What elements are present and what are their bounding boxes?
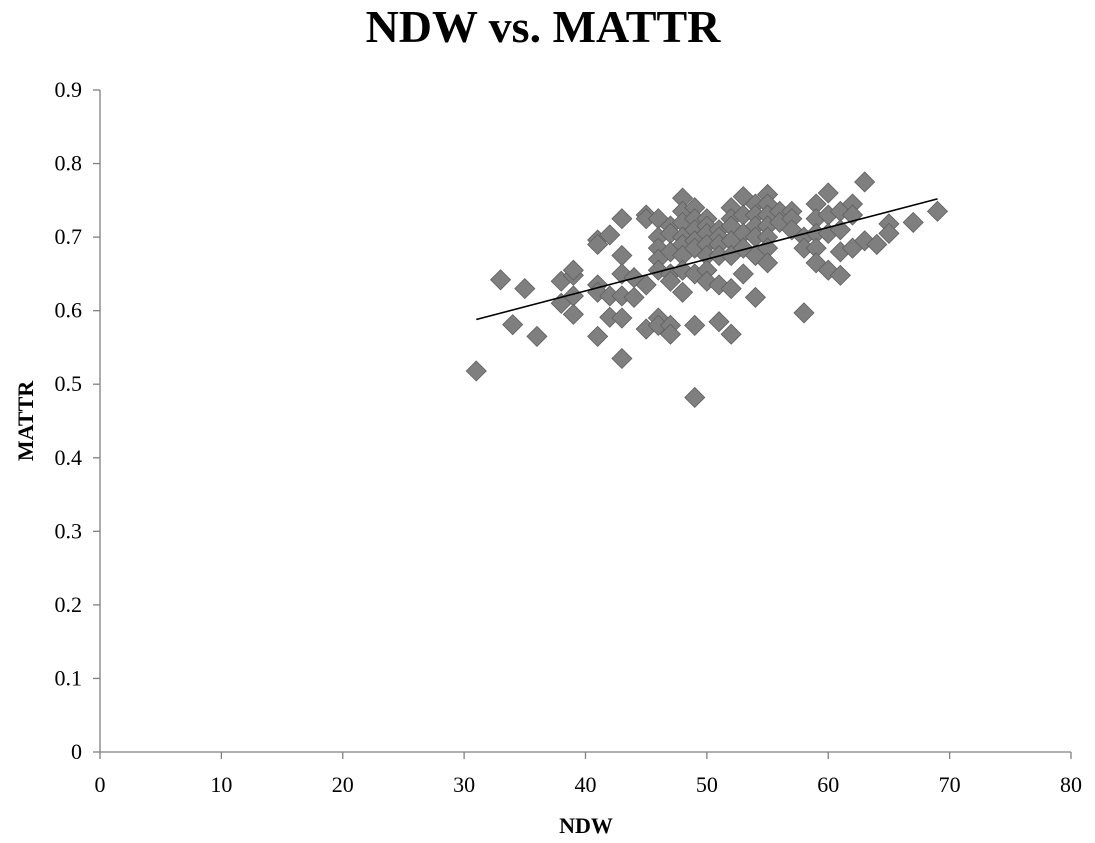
x-tick-label: 40 (575, 772, 597, 797)
data-point (684, 386, 706, 409)
data-points (465, 171, 949, 409)
data-point (854, 171, 876, 193)
data-point (562, 259, 584, 281)
data-point (514, 278, 536, 300)
x-axis-ticks: 0 10 20 30 40 50 60 70 80 (95, 752, 1082, 797)
data-point (611, 244, 633, 267)
y-tick-label: 0.6 (55, 298, 83, 323)
y-tick-label: 0.7 (55, 224, 83, 249)
x-axis-title: NDW (559, 813, 613, 838)
data-point (684, 314, 706, 336)
data-point (659, 270, 682, 292)
y-tick-label: 0.9 (55, 77, 83, 102)
data-point (926, 200, 949, 222)
x-tick-label: 20 (332, 772, 354, 797)
data-point (781, 219, 803, 241)
data-point (659, 323, 682, 345)
data-point (793, 302, 815, 324)
x-tick-label: 60 (817, 772, 839, 797)
y-tick-label: 0.4 (55, 445, 83, 470)
data-point (708, 311, 730, 333)
x-tick-label: 10 (210, 772, 232, 797)
y-axis-ticks: 0 0.1 0.2 0.3 0.4 0.5 0.6 0.7 0.8 0.9 (55, 77, 100, 764)
data-point (720, 323, 742, 345)
y-tick-label: 0.8 (55, 151, 83, 176)
trendline (476, 198, 938, 321)
x-tick-label: 0 (95, 772, 106, 797)
data-point (623, 286, 645, 308)
y-tick-label: 0 (71, 739, 82, 764)
chart-title: NDW vs. MATTR (366, 1, 722, 52)
data-point (878, 222, 900, 244)
data-point (866, 233, 888, 256)
data-point (720, 278, 742, 300)
y-tick-label: 0.5 (55, 371, 83, 396)
data-point (829, 264, 851, 286)
data-point (489, 269, 512, 291)
y-tick-label: 0.1 (55, 665, 83, 690)
data-point (672, 281, 694, 303)
data-point (526, 325, 548, 347)
data-point (902, 211, 924, 233)
data-point (587, 325, 609, 347)
data-point (465, 360, 487, 382)
x-tick-label: 50 (696, 772, 718, 797)
x-tick-label: 30 (453, 772, 475, 797)
data-point (587, 233, 609, 256)
data-point (708, 274, 730, 296)
y-axis-title: MATTR (13, 380, 38, 461)
data-point (744, 286, 766, 308)
data-point (635, 274, 657, 296)
data-point (502, 314, 524, 336)
data-point (599, 224, 621, 246)
x-tick-label: 80 (1060, 772, 1082, 797)
y-tick-label: 0.2 (55, 592, 83, 617)
data-point (562, 303, 584, 325)
data-point (732, 263, 754, 285)
data-point (817, 182, 839, 204)
data-point (611, 208, 633, 230)
y-tick-label: 0.3 (55, 518, 83, 543)
x-tick-label: 70 (939, 772, 961, 797)
data-point (611, 347, 633, 370)
axes: 0 0.1 0.2 0.3 0.4 0.5 0.6 0.7 0.8 0.9 0 10 20 30 40 50… (55, 77, 1083, 797)
data-point (611, 307, 633, 329)
data-point (756, 252, 779, 274)
